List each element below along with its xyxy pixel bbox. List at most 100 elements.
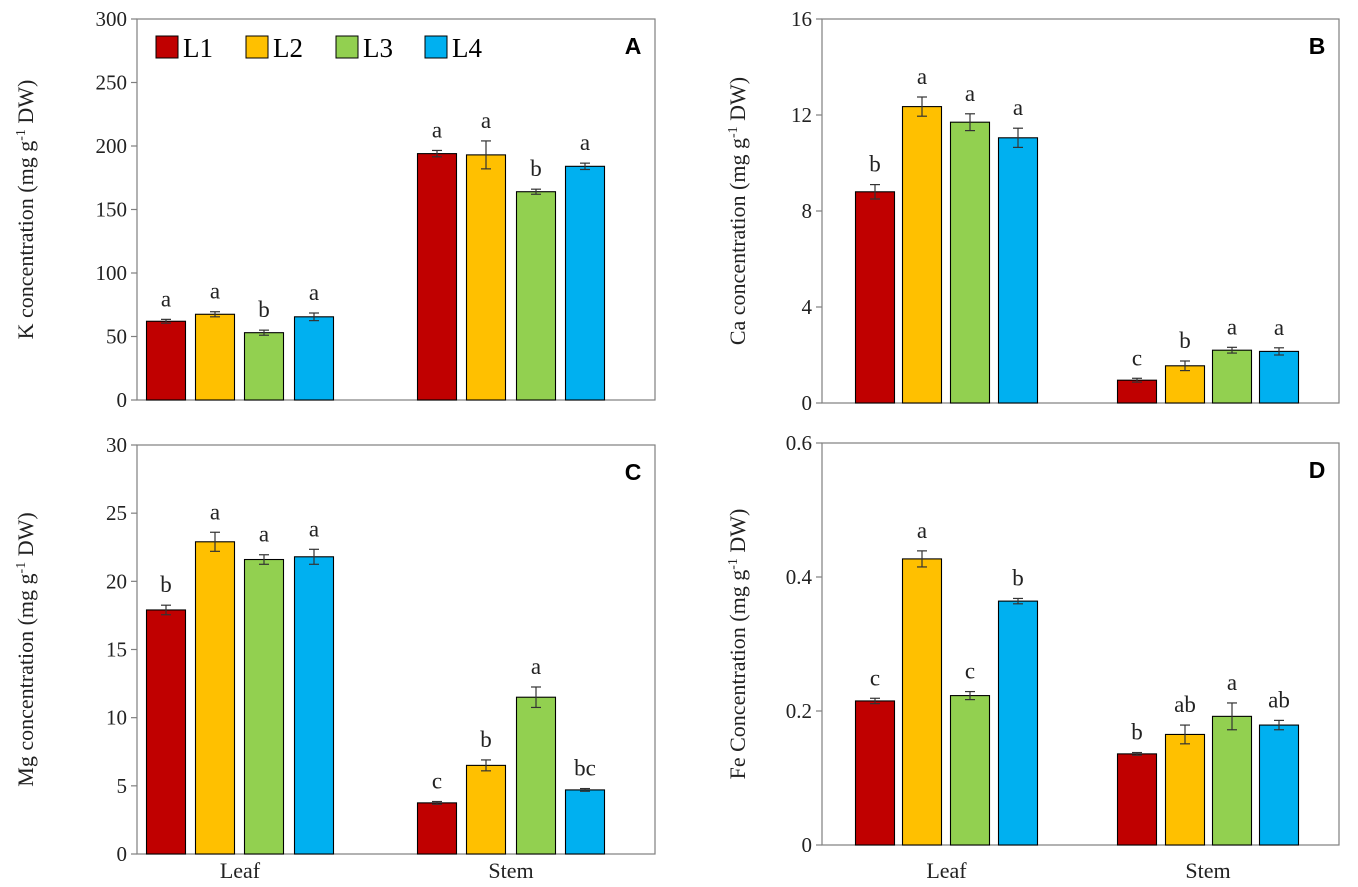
bar-l3-leaf	[243, 332, 285, 401]
y-tick-label: 15	[106, 638, 127, 662]
y-axis-title-main: Mg concentration (mg g	[13, 573, 38, 786]
bar-l4-leaf	[293, 316, 335, 401]
y-tick-label: 20	[106, 569, 127, 593]
y-axis-title-main: Fe Concentration (mg g	[725, 570, 750, 780]
panel-letter-d: D	[1309, 457, 1326, 483]
significance-letter: a	[531, 654, 541, 679]
bar-l1-leaf	[854, 191, 896, 404]
significance-letter: c	[870, 665, 880, 690]
y-axis-title-unit: DW)	[13, 512, 38, 561]
bar-l3-stem	[1211, 349, 1253, 404]
significance-letter: a	[917, 518, 927, 543]
y-tick-label: 16	[791, 7, 812, 31]
bar-l4-leaf	[997, 137, 1039, 404]
bar-l4-stem	[564, 165, 606, 401]
y-axis-title-unit: DW)	[725, 77, 750, 126]
y-tick-label: 30	[106, 433, 127, 457]
legend-swatch-l4	[424, 35, 448, 59]
significance-letter: c	[965, 659, 975, 684]
legend-swatch-l3	[335, 35, 359, 59]
y-tick-label: 300	[96, 7, 128, 31]
y-axis-title-superscript: -1	[14, 562, 29, 574]
category-label-leaf: Leaf	[220, 858, 261, 883]
significance-letter: b	[530, 156, 542, 181]
bar-l4-stem	[1258, 724, 1300, 846]
legend-label-l1: L1	[183, 33, 213, 63]
significance-letter: a	[210, 279, 220, 304]
bar-l2-stem	[1164, 365, 1206, 404]
significance-letter: a	[965, 81, 975, 106]
y-tick-label: 150	[96, 198, 128, 222]
significance-letter: b	[1131, 720, 1143, 745]
bar-l2-leaf	[194, 313, 236, 401]
bar-l4-stem	[1258, 350, 1300, 404]
y-axis-title-superscript: -1	[14, 129, 29, 141]
significance-letter: a	[1013, 95, 1023, 120]
y-axis-title-main: K concentration (mg g	[13, 141, 38, 340]
significance-letter: c	[1132, 345, 1142, 370]
y-tick-label: 12	[791, 103, 812, 127]
bar-l2-leaf	[901, 106, 943, 404]
significance-letter: b	[160, 572, 172, 597]
bar-l1-leaf	[145, 609, 187, 855]
panel-letter-a: A	[625, 33, 642, 59]
y-tick-label: 0	[802, 391, 813, 415]
bar-l2-stem	[465, 764, 507, 855]
bar-l3-leaf	[949, 121, 991, 404]
chart-panel-b: 0 4 8 12 16 b c a b a a a a Ca concentration (mg g-1 …	[725, 7, 1340, 415]
bar-l4-leaf	[293, 556, 335, 855]
bar-l2-leaf	[901, 558, 943, 846]
significance-letter: a	[432, 117, 442, 142]
panel-letter-c: C	[625, 459, 642, 485]
bar-l2-stem	[465, 154, 507, 401]
significance-letter: a	[259, 522, 269, 547]
y-tick-label: 25	[106, 501, 127, 525]
significance-letter: a	[1227, 314, 1237, 339]
significance-letter: ab	[1268, 687, 1290, 712]
bar-l1-leaf	[145, 320, 187, 401]
significance-letter: a	[1227, 670, 1237, 695]
y-tick-label: 10	[106, 706, 127, 730]
significance-letter: a	[1274, 315, 1284, 340]
y-axis-title-superscript: -1	[726, 558, 741, 570]
y-tick-label: 0.6	[786, 431, 812, 455]
significance-letter: a	[580, 130, 590, 155]
significance-letter: a	[917, 64, 927, 89]
significance-letter: a	[481, 108, 491, 133]
y-axis-title: Mg concentration (mg g-1 DW)	[13, 512, 38, 786]
significance-letter: bc	[574, 756, 596, 781]
category-label-stem: Stem	[488, 858, 533, 883]
legend-label-l2: L2	[273, 33, 303, 63]
y-axis-title: Fe Concentration (mg g-1 DW)	[725, 509, 750, 780]
bar-l3-stem	[1211, 715, 1253, 846]
bar-l4-leaf	[997, 600, 1039, 846]
y-tick-label: 0	[117, 842, 128, 866]
bar-l2-leaf	[194, 541, 236, 855]
legend-swatch-l1	[155, 35, 179, 59]
y-axis-title: K concentration (mg g-1 DW)	[13, 80, 38, 340]
y-tick-label: 200	[96, 134, 128, 158]
significance-letter: ab	[1174, 692, 1196, 717]
significance-letter: c	[432, 769, 442, 794]
legend-label-l4: L4	[452, 33, 482, 63]
y-tick-label: 0	[802, 833, 813, 857]
bar-l1-stem	[1116, 379, 1158, 404]
bar-l3-stem	[515, 191, 557, 401]
legend-swatch-l2	[245, 35, 269, 59]
y-axis-title-main: Ca concentration (mg g	[725, 138, 750, 345]
panel-letter-b: B	[1309, 33, 1326, 59]
bar-l3-leaf	[243, 558, 285, 855]
significance-letter: b	[480, 727, 492, 752]
significance-letter: a	[309, 516, 319, 541]
chart-panel-a: 0 50 100 150 200 250 300 a a a a b b a a K concentratio…	[13, 7, 656, 412]
y-axis-title-unit: DW)	[725, 509, 750, 558]
bar-l1-stem	[1116, 753, 1158, 846]
y-tick-label: 0.4	[786, 565, 813, 589]
legend: L1 L2 L3 L4	[155, 33, 482, 63]
bar-l4-stem	[564, 789, 606, 855]
category-label-leaf: Leaf	[926, 858, 967, 883]
y-axis-title: Ca concentration (mg g-1 DW)	[725, 77, 750, 345]
significance-letter: a	[210, 499, 220, 524]
